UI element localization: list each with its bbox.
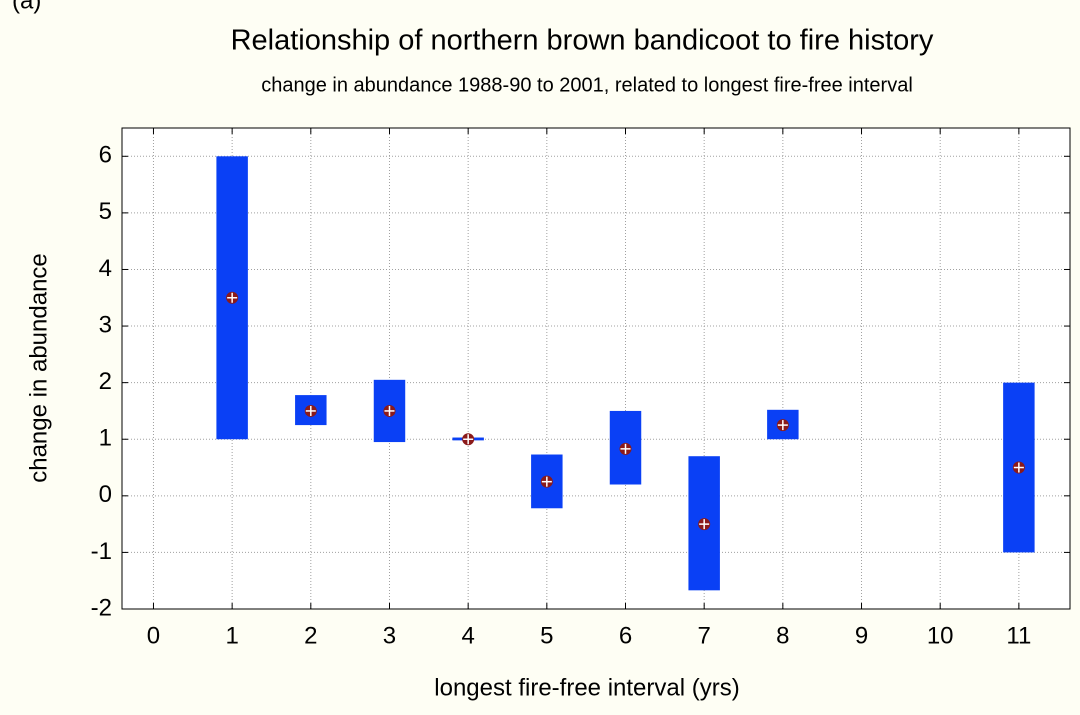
mean-marker: [619, 442, 632, 455]
x-tick-label: 10: [927, 622, 954, 649]
y-tick-label: 0: [99, 481, 112, 508]
mean-marker: [226, 291, 239, 304]
mean-marker: [698, 518, 711, 531]
y-tick-label: 2: [99, 368, 112, 395]
x-tick-label: 4: [461, 622, 474, 649]
mean-marker: [304, 404, 317, 417]
mean-marker: [776, 419, 789, 432]
x-axis-label: longest fire-free interval (yrs): [434, 674, 739, 701]
mean-marker: [1012, 461, 1025, 474]
plot-frame: [121, 127, 1071, 610]
y-tick-label: -1: [91, 538, 112, 565]
mean-marker: [383, 404, 396, 417]
y-axis-label: change in abundance: [25, 253, 52, 483]
x-tick-label: 3: [383, 622, 396, 649]
x-tick-label: 1: [225, 622, 238, 649]
y-tick-label: 1: [99, 425, 112, 452]
y-tick-label: 4: [99, 255, 112, 282]
y-tick-label: 6: [99, 142, 112, 169]
chart-title: Relationship of northern brown bandicoot…: [231, 25, 934, 57]
x-tick-label: 9: [855, 622, 868, 649]
mean-marker: [540, 475, 553, 488]
y-tick-label: 5: [99, 198, 112, 225]
y-tick-label: -2: [91, 594, 112, 621]
x-tick-label: 0: [147, 622, 160, 649]
x-tick-label: 11: [1006, 622, 1031, 649]
x-tick-label: 6: [619, 622, 632, 649]
x-tick-label: 5: [540, 622, 553, 649]
plot-area: [122, 128, 1070, 609]
mean-marker: [462, 433, 475, 446]
x-tick-label: 7: [697, 622, 710, 649]
y-tick-label: 3: [99, 311, 112, 338]
panel-label: (a): [12, 0, 41, 14]
x-tick-label: 8: [776, 622, 789, 649]
x-tick-label: 2: [304, 622, 317, 649]
chart-subtitle: change in abundance 1988-90 to 2001, rel…: [261, 74, 913, 96]
